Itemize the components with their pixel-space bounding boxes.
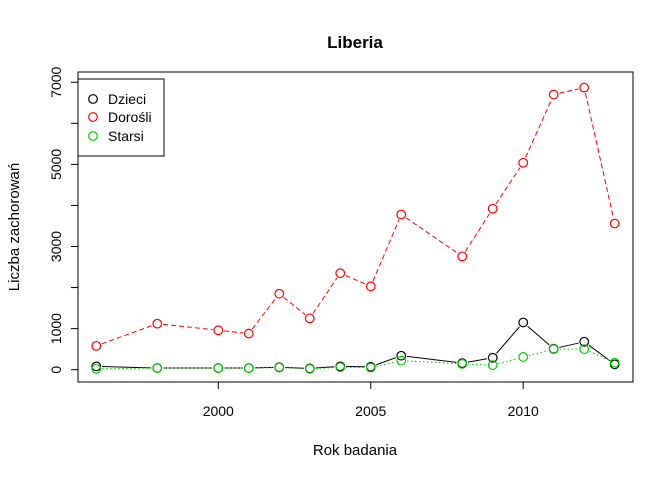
series-dzieci-point <box>579 336 590 347</box>
series-dorosli-point <box>213 325 224 336</box>
series-starsi-point <box>91 363 102 374</box>
series-dzieci-point <box>518 317 529 328</box>
x-axis: 2000 2005 2010 <box>203 381 539 419</box>
series-starsi-segment <box>498 357 518 365</box>
series-dorosli-point <box>274 288 285 299</box>
series-starsi-point <box>243 363 254 373</box>
legend-marker-starsi <box>88 131 98 141</box>
x-axis-label: Rok badania <box>313 442 398 459</box>
series-dorosli-segment <box>559 88 579 94</box>
series-dorosli-point <box>609 218 620 229</box>
series-dorosli-segment <box>312 277 338 314</box>
series-starsi-point <box>365 362 376 373</box>
series-starsi-point <box>213 363 224 373</box>
series-dzieci-point <box>487 352 498 363</box>
series-dorosli-point <box>91 340 102 351</box>
legend: Dzieci Dorośli Starsi <box>77 78 165 157</box>
series-dorosli-point <box>518 157 529 168</box>
series-dorosli-segment <box>162 323 213 331</box>
legend-label-dzieci: Dzieci <box>108 91 146 107</box>
series-dzieci-segment <box>559 342 579 348</box>
series-dzieci-point <box>396 350 407 361</box>
series-dzieci-segment <box>467 358 488 363</box>
series-dorosli-point <box>365 281 376 292</box>
series-starsi-point <box>579 344 590 355</box>
series-dorosli-segment <box>584 93 614 218</box>
series-dorosli-point <box>487 203 498 214</box>
y-tick-label: 7000 <box>48 66 64 97</box>
series-starsi-point <box>487 360 498 371</box>
series-starsi-point <box>304 363 315 374</box>
y-tick-label: 3000 <box>48 231 64 262</box>
series-dorosli-point <box>335 268 346 279</box>
series-starsi-point <box>152 363 163 373</box>
series-dorosli-segment <box>405 217 458 254</box>
legend-label-dorosli: Dorośli <box>108 109 152 125</box>
series-dzieci <box>91 317 620 374</box>
series-starsi-point <box>457 359 468 369</box>
y-axis: 0 1000 3000 5000 7000 <box>48 66 79 374</box>
y-tick-label: 5000 <box>48 149 64 180</box>
series-starsi-segment <box>468 363 487 366</box>
series-starsi-segment <box>315 367 335 370</box>
series-dorosli-point <box>579 82 590 93</box>
series-starsi-segment <box>285 367 304 370</box>
series-dorosli <box>91 82 620 351</box>
series-starsi-point <box>609 357 620 368</box>
x-tick-label: 2010 <box>508 403 539 419</box>
series-dorosli-point <box>396 209 407 220</box>
series-dorosli-segment <box>525 99 552 158</box>
series-layer <box>91 82 620 374</box>
series-dorosli-segment <box>101 325 153 345</box>
x-tick-label: 2005 <box>355 403 386 419</box>
series-starsi-segment <box>528 350 549 357</box>
x-tick-label: 2000 <box>203 403 234 419</box>
series-starsi <box>91 344 620 374</box>
y-tick-label: 1000 <box>48 313 64 344</box>
chart-title: Liberia <box>327 33 383 52</box>
series-dorosli-point <box>457 251 468 262</box>
series-dzieci-segment <box>102 366 152 369</box>
series-starsi-point <box>548 344 559 355</box>
legend-marker-dzieci <box>88 94 98 104</box>
y-tick-label: 0 <box>48 366 64 374</box>
series-starsi-segment <box>102 367 152 370</box>
series-dorosli-segment <box>223 330 244 334</box>
series-dorosli-segment <box>345 275 366 285</box>
series-dorosli-segment <box>251 298 277 330</box>
series-dzieci-segment <box>376 357 396 366</box>
series-dzieci-segment <box>527 325 550 346</box>
series-dorosli-segment <box>464 213 491 252</box>
series-dorosli-point <box>152 318 163 329</box>
legend-marker-dorosli <box>88 112 98 122</box>
series-starsi-point <box>396 355 407 366</box>
series-starsi-point <box>335 362 346 373</box>
series-starsi-point <box>274 362 285 373</box>
series-dorosli-segment <box>283 296 306 316</box>
series-dzieci-point <box>91 361 102 372</box>
series-dzieci-segment <box>315 366 335 369</box>
series-dorosli-point <box>243 328 254 339</box>
legend-box <box>77 78 165 157</box>
series-dorosli-segment <box>495 167 521 205</box>
y-axis-label: Liczba zachorowań <box>6 163 23 291</box>
series-dzieci-segment <box>588 344 611 362</box>
series-dorosli-segment <box>372 219 400 282</box>
series-dzieci-segment <box>496 326 520 354</box>
series-dzieci-segment <box>406 355 457 363</box>
series-starsi-point <box>518 352 529 362</box>
legend-label-starsi: Starsi <box>108 128 144 144</box>
series-starsi-segment <box>376 361 396 367</box>
series-starsi-segment <box>407 360 457 365</box>
series-dorosli-point <box>304 313 315 324</box>
series-dorosli-point <box>548 89 559 100</box>
